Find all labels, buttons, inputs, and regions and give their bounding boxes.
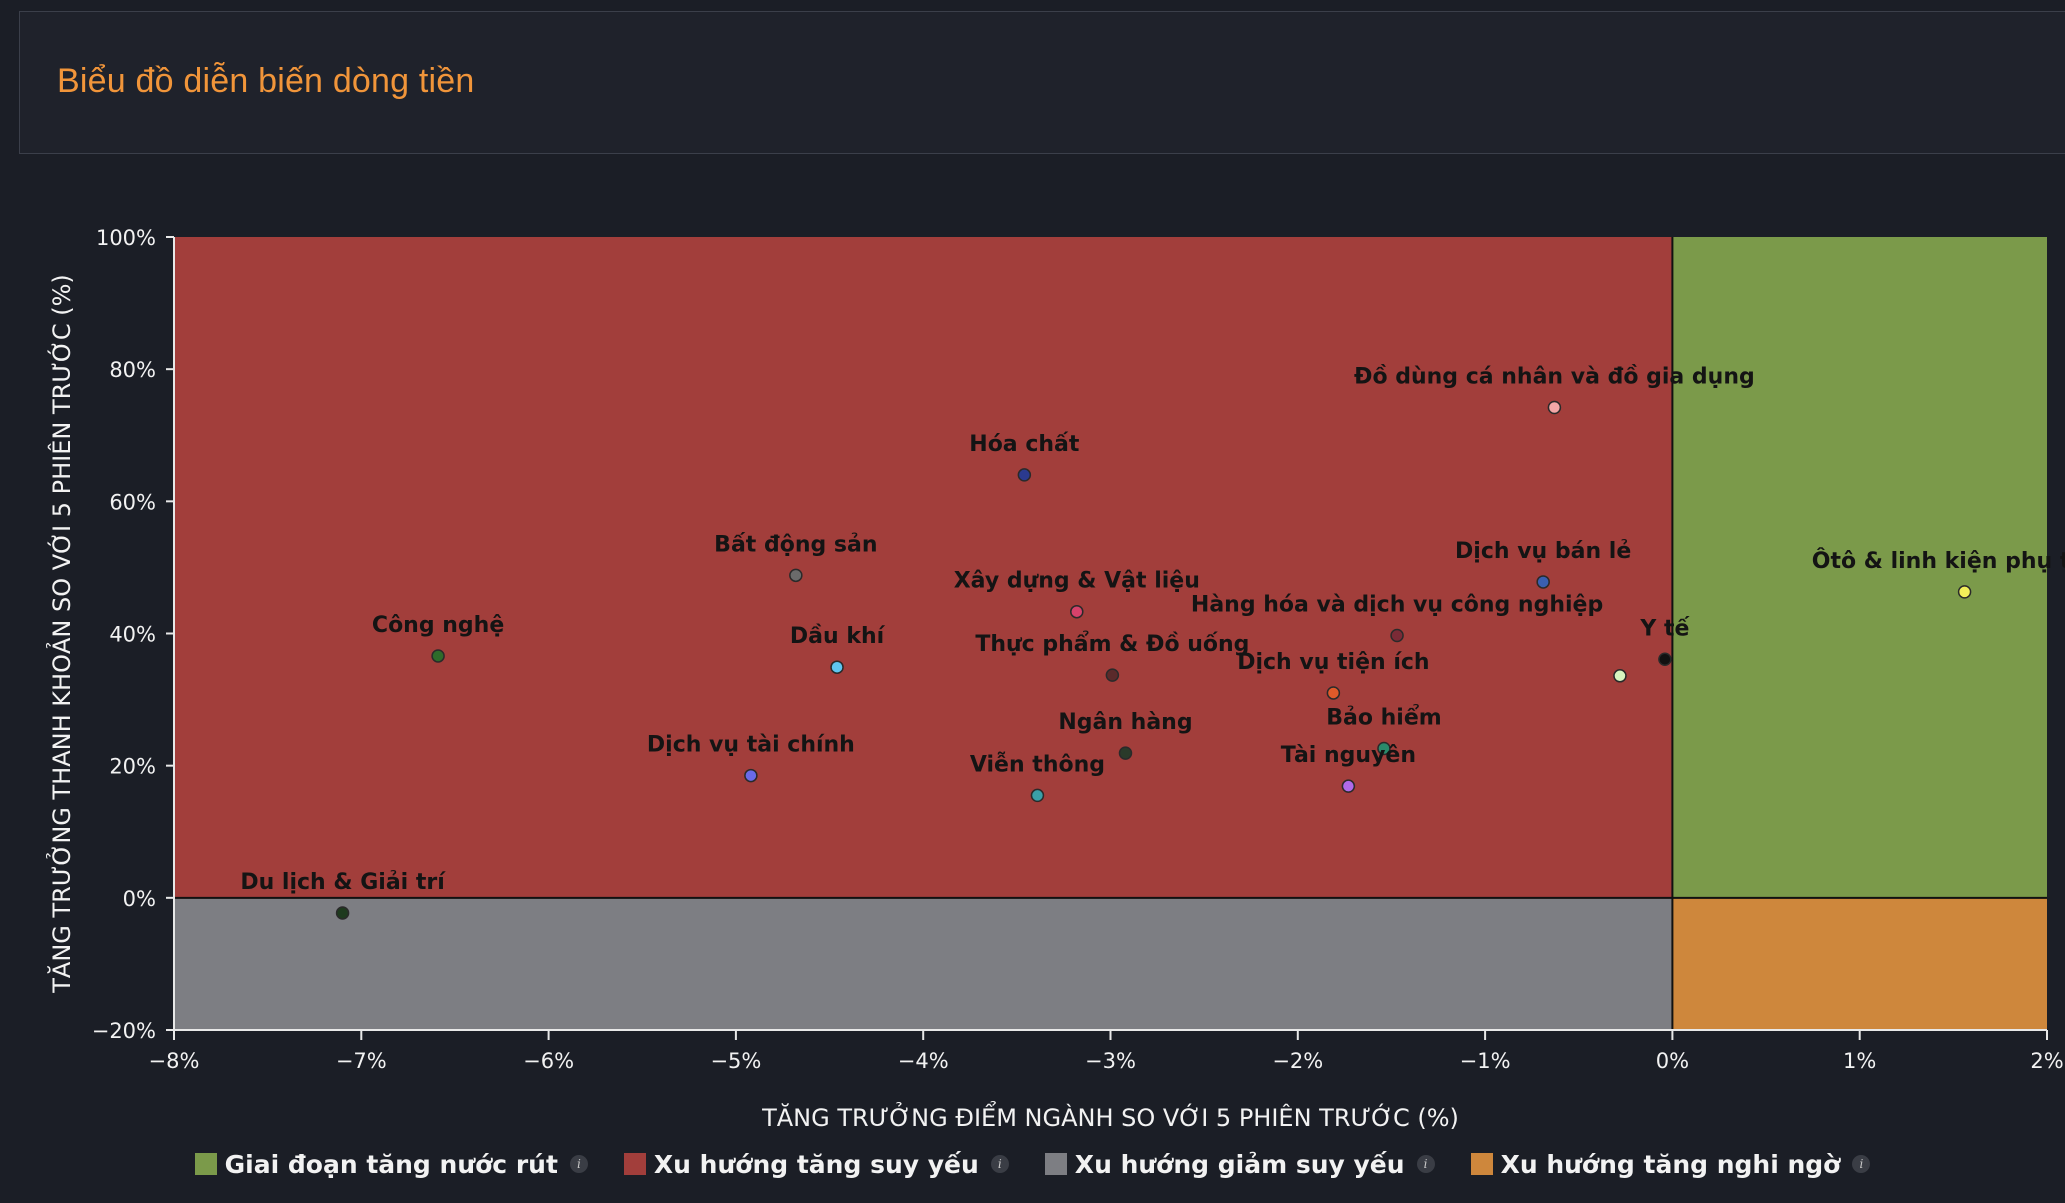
x-tick-label: −5%	[710, 1049, 761, 1073]
point-label: Dịch vụ tài chính	[647, 733, 855, 758]
legend-swatch	[623, 1153, 646, 1175]
x-tick-label: −6%	[523, 1049, 574, 1073]
legend-item[interactable]: Xu hướng giảm suy yếu i	[1044, 1149, 1435, 1179]
data-point	[1547, 400, 1562, 415]
point-label: Dầu khí	[790, 624, 886, 649]
point-label: Y tế	[1639, 616, 1690, 641]
data-point	[830, 660, 844, 674]
y-tick-label: 0%	[123, 887, 156, 911]
legend-swatch	[1470, 1153, 1493, 1175]
point-label: Đồ dùng cá nhân và đồ gia dụng	[1354, 364, 1755, 389]
point-label: Ngân hàng	[1058, 710, 1192, 735]
point-label: Thực phẩm & Đồ uống	[975, 631, 1249, 657]
data-point	[1326, 686, 1341, 700]
x-tick-label: −8%	[149, 1049, 200, 1073]
y-tick-label: 60%	[109, 490, 156, 514]
data-point	[1536, 575, 1550, 589]
data-point	[789, 568, 803, 583]
quadrant-region	[174, 897, 1673, 1030]
y-axis-title: TĂNG TRƯỞNG THANH KHOẢN SO VỚI 5 PHIÊN T…	[45, 274, 76, 994]
page-title: Biểu đồ diễn biến dòng tiền	[57, 62, 475, 100]
data-point	[1070, 604, 1084, 619]
data-point	[431, 649, 445, 663]
data-point	[1341, 779, 1356, 793]
x-tick-label: −3%	[1085, 1049, 1136, 1073]
y-tick-label: 20%	[109, 755, 156, 779]
quadrant-region	[174, 237, 1673, 898]
legend-label: Giai đoạn tăng nước rút	[224, 1149, 558, 1179]
legend-label: Xu hướng giảm suy yếu	[1074, 1149, 1405, 1179]
quadrant-region	[1672, 237, 2047, 898]
data-point	[1030, 788, 1045, 803]
cash-flow-scatter-chart: −8% −7% −6% −5% −4% −3% −2% −1% 0% 1% 2% −20% 0% 20% 4…	[45, 226, 2065, 1132]
info-icon[interactable]: i	[1416, 1155, 1435, 1173]
x-tick-label: 0%	[1656, 1049, 1689, 1073]
x-tick-label: −7%	[336, 1049, 387, 1073]
y-tick-label: −20%	[92, 1019, 156, 1043]
legend-label: Xu hướng tăng nghi ngờ	[1500, 1149, 1841, 1179]
data-point	[1390, 628, 1404, 643]
legend-item[interactable]: Xu hướng tăng nghi ngờ i	[1470, 1149, 1871, 1179]
x-axis-title: TĂNG TRƯỞNG ĐIỂM NGÀNH SO VỚI 5 PHIÊN TR…	[761, 1100, 1459, 1132]
point-label: Bất động sản	[714, 532, 877, 557]
chart-header: Biểu đồ diễn biến dòng tiền	[19, 11, 2065, 154]
y-tick-label: 40%	[109, 623, 156, 647]
info-icon[interactable]: i	[569, 1155, 588, 1173]
y-tick-label: 80%	[109, 358, 156, 382]
data-point	[1017, 468, 1032, 482]
legend-swatch	[1044, 1153, 1067, 1175]
quadrant-region	[1672, 897, 2047, 1030]
legend-item[interactable]: Xu hướng tăng suy yếu i	[623, 1149, 1009, 1179]
info-icon[interactable]: i	[990, 1155, 1009, 1173]
data-point	[1613, 669, 1627, 683]
point-label: Ôtô & linh kiện phụ tùng	[1812, 548, 2065, 574]
point-label: Viễn thông	[970, 752, 1105, 777]
data-point	[1105, 668, 1120, 682]
point-label: Bảo hiểm	[1326, 704, 1441, 730]
point-label: Hàng hóa và dịch vụ công nghiệp	[1191, 592, 1603, 617]
data-point	[1957, 585, 1972, 599]
data-point	[1658, 652, 1672, 667]
legend-swatch	[194, 1153, 217, 1175]
data-point	[744, 768, 758, 783]
chart-legend: Giai đoạn tăng nước rút i Xu hướng tăng su…	[0, 1146, 2065, 1182]
x-tick-label: −4%	[898, 1049, 949, 1073]
data-point	[335, 906, 350, 920]
data-point	[1377, 741, 1391, 756]
point-label: Tài nguyên	[1281, 743, 1416, 768]
point-label: Công nghệ	[372, 613, 504, 638]
x-tick-label: −1%	[1460, 1049, 1511, 1073]
point-label: Dịch vụ tiện ích	[1237, 650, 1429, 675]
info-icon[interactable]: i	[1852, 1155, 1871, 1173]
point-label: Dịch vụ bán lẻ	[1455, 539, 1631, 564]
legend-label: Xu hướng tăng suy yếu	[653, 1149, 979, 1179]
point-label: Hóa chất	[969, 432, 1080, 457]
point-label: Xây dựng & Vật liệu	[954, 569, 1200, 594]
point-label: Du lịch & Giải trí	[240, 870, 446, 895]
data-point	[1118, 746, 1133, 760]
legend-item[interactable]: Giai đoạn tăng nước rút i	[194, 1149, 588, 1179]
x-tick-label: −2%	[1272, 1049, 1323, 1073]
x-tick-label: 1%	[1843, 1049, 1876, 1073]
x-tick-label: 2%	[2030, 1049, 2063, 1073]
y-tick-label: 100%	[96, 226, 156, 250]
